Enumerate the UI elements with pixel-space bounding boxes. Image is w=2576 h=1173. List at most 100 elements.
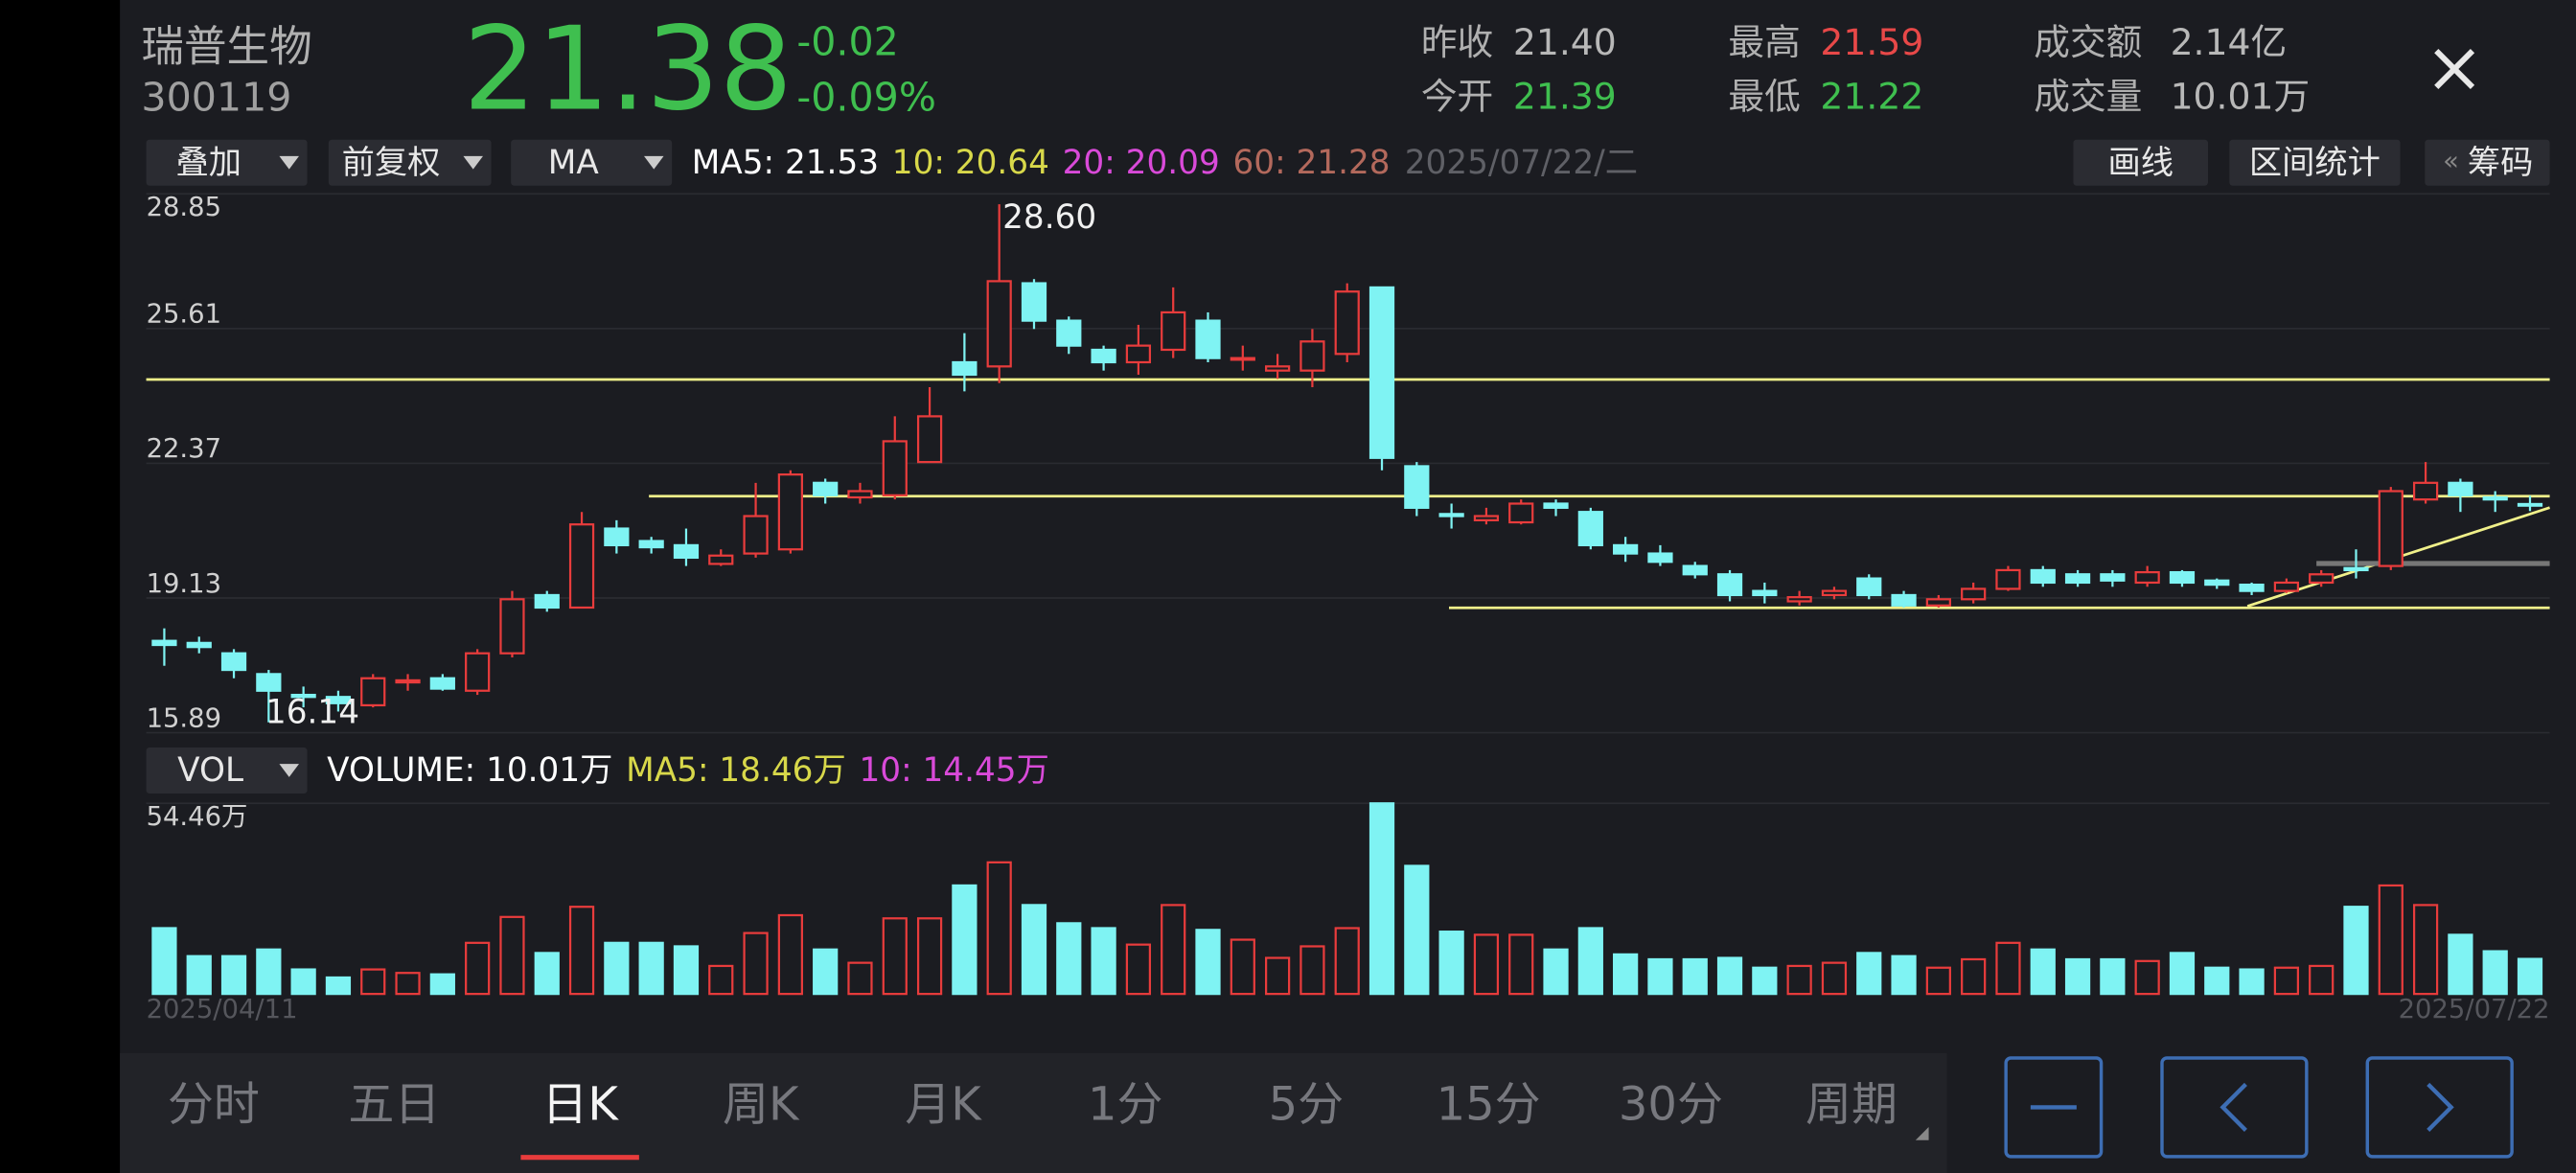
volume-bar bbox=[813, 948, 839, 996]
ma-legend: 10: 20.64 bbox=[892, 144, 1049, 182]
tool-button[interactable] bbox=[2229, 139, 2401, 186]
volume-bar bbox=[2309, 964, 2334, 996]
volume-bar bbox=[360, 968, 386, 996]
candle-body bbox=[290, 693, 316, 699]
candle-body bbox=[256, 673, 282, 692]
zoom-out-button[interactable] bbox=[2004, 1056, 2104, 1159]
volume-bar bbox=[673, 945, 700, 996]
volume-bar bbox=[916, 917, 943, 996]
period-tab[interactable]: 30分 bbox=[1619, 1077, 1723, 1131]
candle-body bbox=[1230, 356, 1255, 361]
candle-body bbox=[1995, 568, 2021, 590]
candle-body bbox=[1300, 340, 1325, 372]
volume-bar bbox=[1647, 957, 1673, 996]
period-tab[interactable]: 周K bbox=[723, 1077, 800, 1131]
y-tick-label: 25.61 bbox=[147, 300, 221, 330]
candle-body bbox=[882, 440, 908, 496]
volume-bar bbox=[2030, 948, 2056, 996]
stat-value: 10.01万 bbox=[2171, 75, 2311, 117]
extreme-label: 28.60 bbox=[1002, 198, 1096, 237]
candle-body bbox=[1368, 286, 1395, 459]
candle-body bbox=[568, 523, 595, 610]
volume-bar bbox=[1438, 931, 1464, 996]
volume-bar bbox=[1091, 927, 1116, 996]
candle-body bbox=[1195, 319, 1221, 359]
dropdown-button[interactable] bbox=[328, 139, 492, 186]
period-tab[interactable]: 分时 bbox=[168, 1077, 260, 1131]
candle-body bbox=[1091, 348, 1116, 364]
stock-name: 瑞普生物 bbox=[141, 21, 311, 71]
stat-value: 2.14亿 bbox=[2171, 21, 2288, 63]
candle-body bbox=[986, 280, 1012, 368]
tool-button[interactable] bbox=[2073, 139, 2208, 186]
candle-body bbox=[1473, 515, 1500, 521]
x-label: 2025/07/22 bbox=[2399, 995, 2550, 1024]
volume-bar bbox=[882, 917, 908, 996]
candle-body bbox=[465, 652, 491, 692]
x-label: 2025/04/11 bbox=[147, 995, 298, 1024]
period-tab[interactable]: 1分 bbox=[1088, 1077, 1163, 1131]
volume-bar bbox=[534, 952, 560, 996]
volume-bar bbox=[290, 968, 316, 996]
volume-bar bbox=[2100, 957, 2126, 996]
prev-button[interactable] bbox=[2160, 1056, 2309, 1159]
volume-bar bbox=[847, 961, 873, 996]
close-button[interactable] bbox=[2434, 49, 2475, 89]
candle-body bbox=[847, 490, 873, 499]
dropdown-button[interactable] bbox=[511, 139, 673, 186]
volume-bar bbox=[1334, 927, 1360, 996]
volume-bar bbox=[220, 954, 247, 996]
period-tab[interactable]: 5分 bbox=[1269, 1077, 1345, 1131]
stat-label: 成交量 bbox=[2034, 75, 2142, 117]
vol-button[interactable] bbox=[146, 748, 308, 794]
volume-bar bbox=[2064, 957, 2091, 996]
candle-body bbox=[952, 360, 978, 377]
volume-bar bbox=[1891, 954, 1917, 996]
stat-value: 21.40 bbox=[1513, 21, 1617, 63]
candle-body bbox=[534, 593, 560, 610]
tool-button[interactable] bbox=[2425, 139, 2550, 186]
candle-body bbox=[2273, 581, 2299, 592]
next-button[interactable] bbox=[2365, 1056, 2514, 1159]
volume-bar bbox=[604, 941, 630, 996]
period-tab[interactable]: 五日 bbox=[348, 1077, 440, 1131]
candle-body bbox=[2378, 490, 2404, 567]
stat-value: 21.59 bbox=[1820, 21, 1923, 63]
volume-bar bbox=[2412, 904, 2439, 996]
volume-bar bbox=[1856, 952, 1882, 996]
candle-body bbox=[395, 678, 421, 684]
dropdown-label: 前复权 bbox=[342, 144, 441, 182]
candle-body bbox=[2030, 568, 2056, 585]
volume-bar bbox=[1995, 941, 2021, 996]
stat-label: 昨收 bbox=[1421, 21, 1493, 63]
candle-body bbox=[777, 473, 803, 551]
candle-body bbox=[1613, 543, 1639, 555]
volume-bar bbox=[2448, 933, 2473, 996]
volume-bar bbox=[1543, 948, 1569, 996]
period-tab[interactable]: 月K bbox=[905, 1077, 982, 1131]
volume-bar bbox=[499, 915, 525, 996]
period-tab[interactable]: 日K bbox=[541, 1077, 619, 1131]
candle-body bbox=[1438, 513, 1464, 518]
volume-bar bbox=[186, 954, 212, 996]
candle-body bbox=[1891, 593, 1917, 607]
volume-bar bbox=[395, 972, 421, 996]
candle-body bbox=[1752, 589, 1778, 597]
candle-body bbox=[1925, 598, 1951, 607]
candle-body bbox=[1125, 344, 1152, 364]
stat-label: 最低 bbox=[1728, 75, 1800, 117]
volume-bar bbox=[465, 941, 491, 996]
volume-bar bbox=[2517, 957, 2543, 996]
candle-body bbox=[813, 481, 839, 496]
volume-bar bbox=[1821, 961, 1848, 996]
candle-body bbox=[220, 652, 247, 672]
candle-body bbox=[2412, 481, 2439, 501]
dropdown-button[interactable] bbox=[146, 139, 308, 186]
candle-body bbox=[2100, 573, 2126, 582]
period-tab[interactable]: 15分 bbox=[1437, 1077, 1541, 1131]
period-tab[interactable]: 周期 bbox=[1806, 1077, 1898, 1131]
change: -0.02 bbox=[796, 18, 898, 64]
candle-body bbox=[1404, 465, 1430, 509]
candle-body bbox=[1821, 589, 1848, 597]
